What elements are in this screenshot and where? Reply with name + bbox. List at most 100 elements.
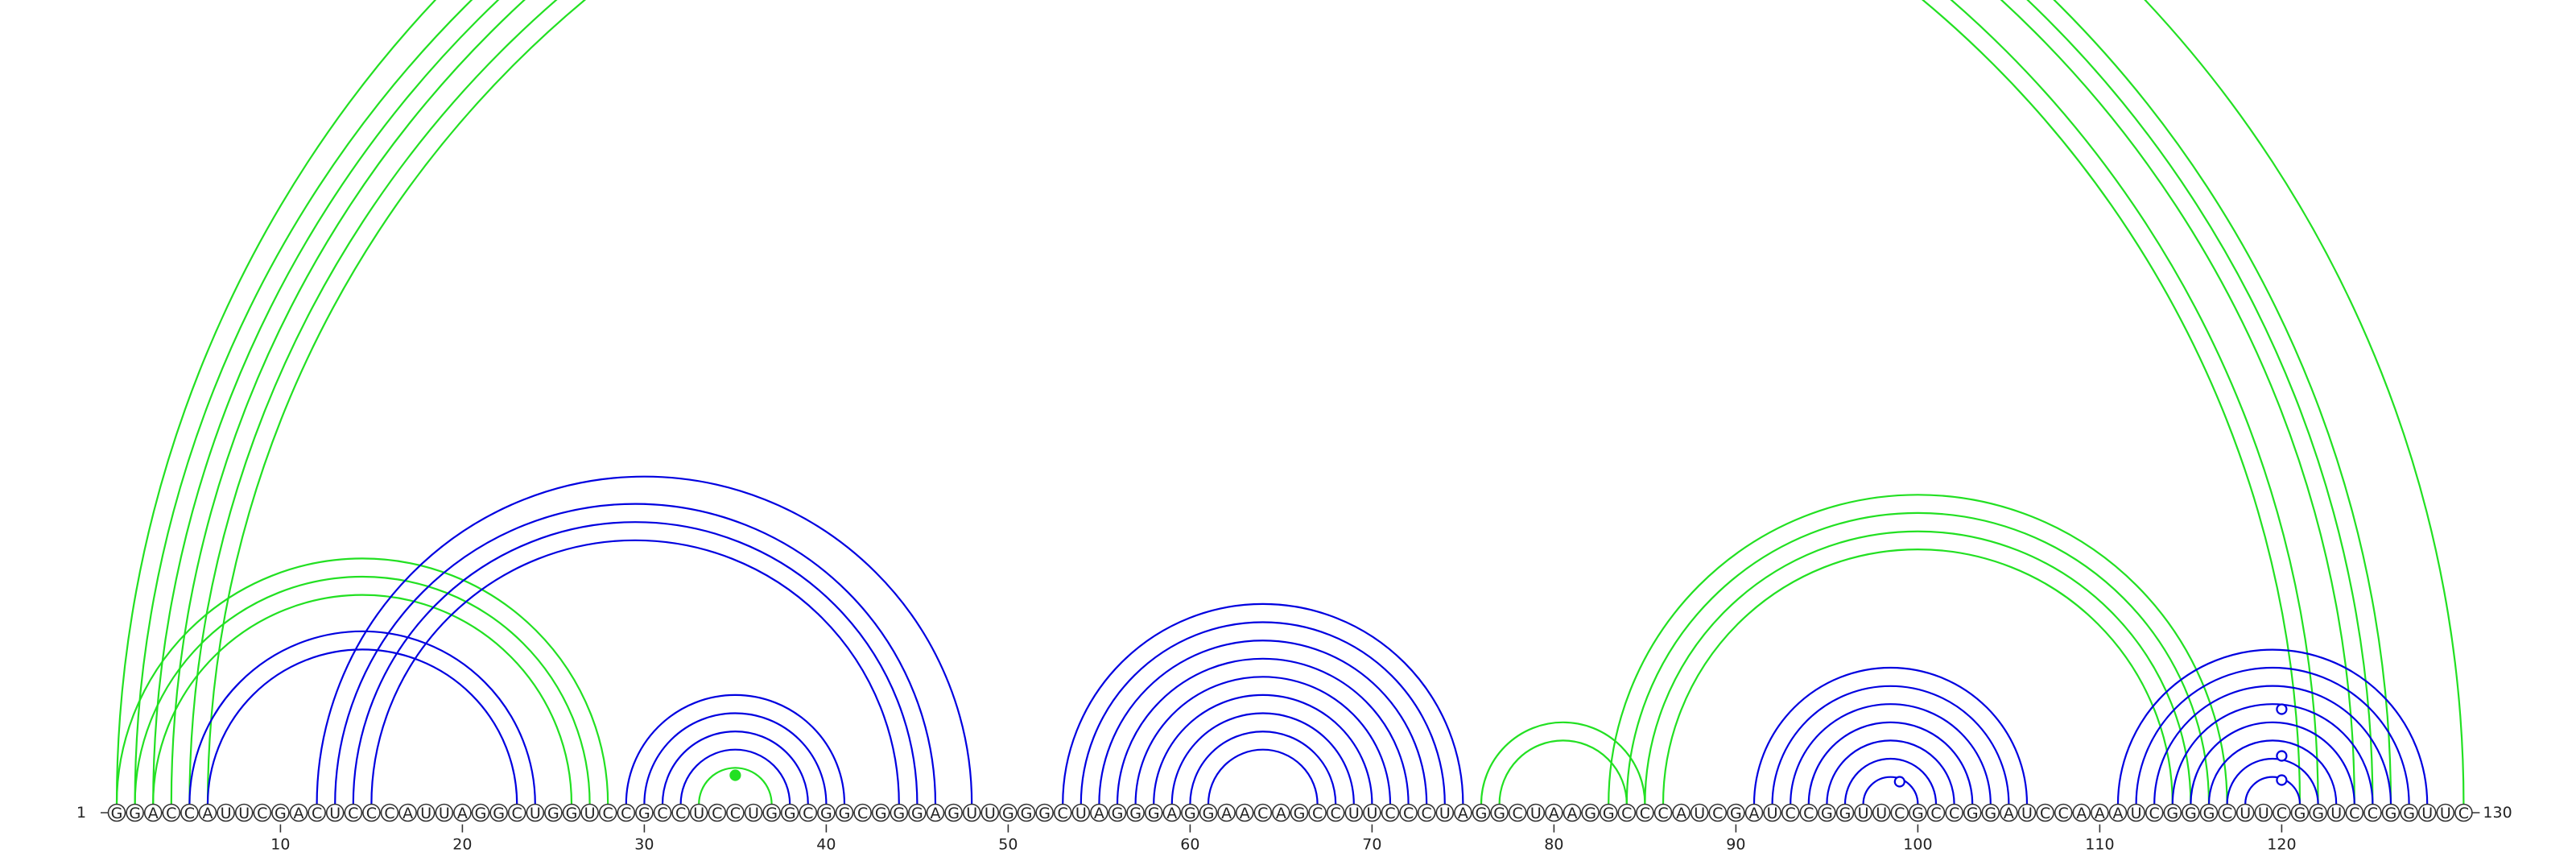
nucleotide-letter: C [1422,805,1432,822]
nucleotide-circle [617,803,636,822]
arc-5-24 [188,630,536,805]
nucleotide-38: G [780,803,799,822]
nucleotide-circle [2163,803,2182,822]
nucleotide-letter: G [1493,805,1505,822]
nucleotide-94: C [1799,803,1818,822]
arc-91-106 [1752,666,2029,805]
nucleotide-circle [689,803,708,822]
nucleotide-84: C [1617,803,1637,822]
nucleotide-circle [1781,803,1800,822]
nucleotide-47: G [944,803,963,822]
nucleotide-circle [507,803,526,822]
arc-59-69 [1170,712,1355,805]
nucleotide-circle [1071,803,1091,822]
nucleotide-letter: U [584,805,596,822]
nucleotide-letter: G [1184,805,1196,822]
arc-86-114 [1662,549,2174,805]
nucleotide-123: U [2326,803,2346,822]
nucleotide-78: C [1508,803,1527,822]
nucleotide-circle [1708,803,1728,822]
nucleotide-letter: G [1839,805,1852,822]
nucleotide-letter: A [1567,805,1578,822]
nucleotide-circle [580,803,599,822]
arc-4-124 [170,0,2355,805]
nucleotide-letter: C [1385,805,1395,822]
nucleotide-23: C [507,803,526,822]
arc-2-126 [134,0,2392,805]
nucleotide-14: C [344,803,363,822]
nucleotide-circle [1963,803,1982,822]
nucleotide-circle [1253,803,1273,822]
arc-57-71 [1134,676,1392,805]
nucleotide-circle [544,803,563,822]
nucleotide-letter: U [2440,805,2451,822]
nucleotide-letter: A [931,805,941,822]
nucleotide-circle [2235,803,2255,822]
arc-53-75 [1062,602,1464,805]
nucleotide-letter: U [1439,805,1451,822]
nucleotide-circle [2454,803,2473,822]
nucleotide-circle [1308,803,1327,822]
nucleotide-circle [1763,803,1781,822]
nucleotide-111: A [2108,803,2128,822]
nucleotide-circle [1454,803,1472,822]
nucleotide-circle [835,803,854,822]
nucleotide-83: G [1599,803,1618,822]
end-position-label: 130 [2483,804,2512,822]
nucleotide-43: G [871,803,890,822]
nucleotide-letter: G [2312,805,2324,822]
nucleotide-letter: U [1858,805,1869,822]
nucleotide-34: C [708,803,727,822]
nucleotide-35: C [726,803,745,822]
nucleotide-letter: G [1603,805,1615,822]
nucleotide-letter: G [1148,805,1160,822]
nucleotide-71: C [1381,803,1400,822]
nucleotide-letter: U [1694,805,1705,822]
nucleotide-letter: A [1166,805,1177,822]
nucleotide-circle [2417,803,2437,822]
nucleotide-circle [1490,803,1509,822]
nucleotide-letter: G [275,805,287,822]
nucleotide-letter: C [312,805,322,822]
nucleotide-circle [890,803,909,822]
nucleotide-letter: A [1749,805,1760,822]
nucleotide-letter: U [2131,805,2142,822]
nucleotide-circle [980,803,1000,822]
pairing-arcs [115,0,2465,805]
tick-label-50: 50 [998,836,1018,854]
arc-13-46 [334,503,937,805]
nucleotide-letter: C [1657,805,1668,822]
nucleotide-117: C [2218,803,2236,822]
nucleotide-10: G [271,803,290,822]
nucleotide-letter: C [857,805,868,822]
nucleotide-109: A [2072,803,2091,822]
nucleotide-letter: C [803,805,813,822]
nucleotide-letter: C [1894,805,1905,822]
nucleotide-letter: A [1458,805,1468,822]
nucleotide-circle [2036,803,2054,822]
nucleotide-letter: A [294,805,304,822]
nucleotide-circle [1545,803,1563,822]
nucleotide-letter: G [1476,805,1488,822]
arc-marker-2 [1893,776,1905,788]
nucleotide-circle [143,803,163,822]
nucleotide-12: C [308,803,326,822]
nucleotide-101: C [1926,803,1946,822]
nucleotide-112: U [2127,803,2145,822]
nucleotide-86: C [1653,803,1673,822]
nucleotide-99: C [1890,803,1909,822]
nucleotide-circle [562,803,581,822]
nucleotide-126: G [2381,803,2401,822]
arc-33-37 [698,767,773,805]
arc-markers [729,703,2288,788]
nucleotide-letter: G [820,805,832,822]
arc-93-104 [1790,703,1992,805]
nucleotide-45: G [908,803,927,822]
nucleotide-circle [289,803,308,822]
nucleotide-letter: C [621,805,631,822]
nucleotide-127: G [2400,803,2418,822]
nucleotide-circle [853,803,872,822]
nucleotide-53: C [1053,803,1072,822]
nucleotide-25: G [544,803,563,822]
nucleotide-letter: U [329,805,341,822]
